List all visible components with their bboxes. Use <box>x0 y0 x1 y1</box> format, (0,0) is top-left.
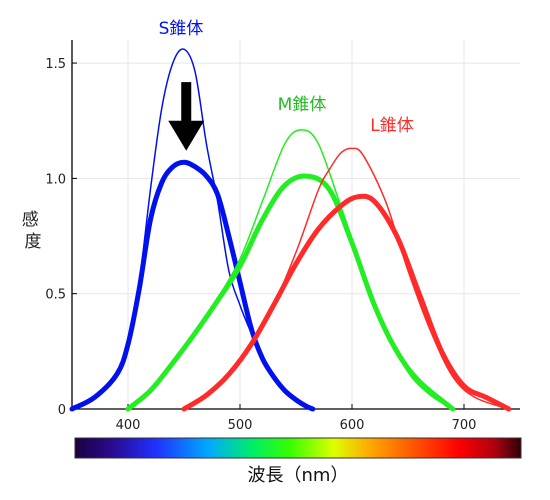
y-tick-label: 1.5 <box>45 57 66 72</box>
annotation-m-cone: M錐体 <box>278 95 327 115</box>
series-line-1-thick <box>69 159 316 412</box>
y-tick-label: 0 <box>58 403 66 418</box>
annotation-l-cone: L錐体 <box>370 116 413 136</box>
x-axis-label: 波長（nm） <box>248 465 349 486</box>
annotation-s-cone: S錐体 <box>159 19 204 39</box>
x-tick-label: 500 <box>228 418 253 433</box>
series-line-3-thick <box>125 173 456 412</box>
y-tick-label: 0.5 <box>45 288 66 303</box>
series-line-5-thick <box>181 193 512 412</box>
x-tick-label: 600 <box>340 418 365 433</box>
y-axis-label: 感 度 <box>22 210 44 252</box>
y-tick-label: 1.0 <box>45 172 66 187</box>
arrow-annotation <box>168 82 205 151</box>
x-tick-label: 400 <box>116 418 141 433</box>
down-arrow-icon <box>168 82 205 151</box>
series-lines <box>69 48 512 412</box>
tick-labels: 400 500 600 700 0 0.5 1.0 1.5 <box>45 57 476 433</box>
x-tick-label: 700 <box>452 418 477 433</box>
wavelength-color-bar <box>74 437 522 459</box>
